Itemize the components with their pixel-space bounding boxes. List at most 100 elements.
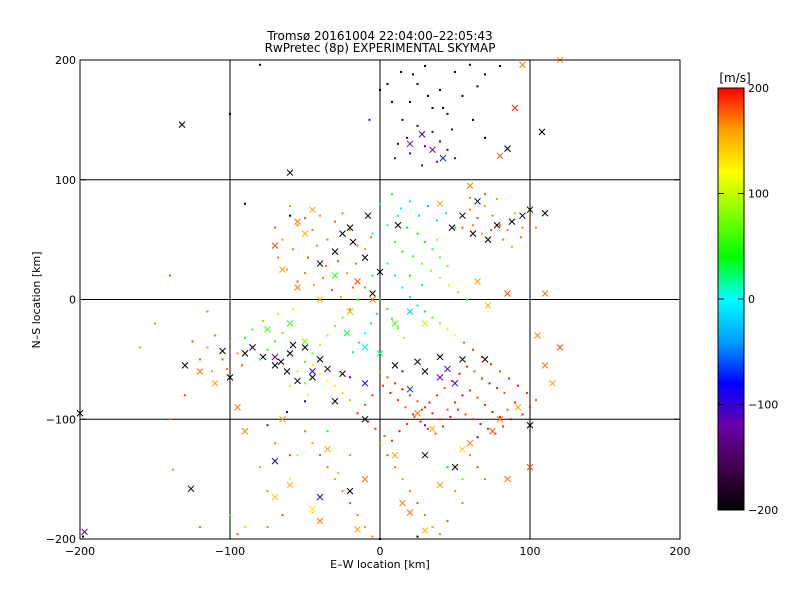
data-point-cross [316, 517, 324, 525]
data-point-dot [356, 298, 359, 301]
data-point-cross [331, 248, 339, 255]
data-point-cross [361, 379, 369, 387]
data-point-cross [484, 236, 492, 243]
data-point-dot [289, 205, 291, 208]
data-point-dot [424, 241, 426, 244]
data-point-cross [286, 481, 294, 489]
data-point-cross [309, 367, 316, 375]
data-point-dot [370, 236, 372, 239]
data-point-cross [436, 373, 444, 381]
data-point-dot [457, 291, 459, 294]
data-point-dot [496, 197, 498, 200]
data-point-dot [434, 432, 437, 435]
data-point-cross [361, 254, 369, 261]
data-point-cross [271, 457, 279, 465]
data-point-dot [398, 430, 401, 433]
data-point-cross [469, 230, 477, 237]
data-point-dot [499, 370, 501, 373]
data-point-cross [339, 370, 346, 378]
data-point-cross [504, 290, 511, 297]
data-point-dot [409, 296, 411, 299]
data-point-dot [416, 502, 419, 505]
data-point-dot [289, 454, 291, 457]
data-point-dot [499, 415, 501, 418]
data-point-cross [549, 379, 556, 387]
data-point-cross [541, 290, 549, 297]
data-point-dot [326, 379, 329, 382]
data-point-cross [459, 212, 466, 220]
data-point-cross [436, 353, 444, 361]
data-point-cross [316, 493, 324, 501]
data-point-cross [526, 463, 534, 471]
data-point-dot [334, 324, 336, 327]
data-point-cross [493, 221, 501, 229]
data-point-dot [346, 272, 348, 275]
data-point-dot [526, 391, 528, 394]
data-point-dot [461, 94, 464, 97]
data-point-dot [427, 427, 429, 430]
data-point-dot [319, 214, 321, 217]
data-point-dot [454, 401, 456, 404]
data-point-dot [316, 244, 318, 247]
data-point-dot [383, 435, 386, 438]
data-point-cross [187, 485, 195, 493]
data-point-dot [446, 466, 449, 469]
data-point-dot [304, 272, 306, 275]
data-point-cross [331, 397, 339, 405]
data-point-cross [181, 362, 189, 369]
data-point-cross [421, 320, 429, 327]
data-point-dot [451, 379, 453, 382]
data-point-dot [262, 320, 264, 323]
data-point-dot [520, 236, 522, 239]
data-point-dot [304, 430, 306, 433]
data-point-dot [454, 490, 456, 493]
data-point-dot [304, 400, 306, 403]
data-point-dot [416, 82, 419, 85]
data-point-dot [412, 255, 414, 258]
data-point-dot [424, 145, 426, 148]
data-point-dot [436, 394, 438, 397]
data-point-dot [199, 358, 201, 361]
data-point-dot [424, 64, 426, 67]
data-point-dot [514, 401, 516, 404]
data-point-cross [226, 373, 234, 381]
data-point-dot [443, 387, 446, 390]
data-point-dot [331, 288, 333, 291]
data-point-cross [343, 329, 351, 337]
data-point-dot [296, 224, 299, 227]
data-point-dot [421, 408, 423, 411]
data-point-dot [476, 466, 479, 469]
data-point-dot [244, 526, 246, 529]
data-point-dot [509, 418, 512, 421]
colorbar-tick-label: −200 [748, 504, 778, 517]
data-point-dot [356, 412, 359, 415]
data-point-dot [274, 340, 276, 343]
data-point-cross [421, 527, 429, 534]
data-point-dot [319, 454, 321, 457]
data-point-dot [206, 346, 209, 349]
data-point-dot [371, 274, 374, 277]
data-point-dot [289, 384, 291, 387]
data-point-dot [431, 248, 434, 251]
data-point-dot [349, 229, 351, 232]
data-point-cross [444, 365, 451, 373]
data-point-dot [508, 377, 510, 380]
data-point-dot [356, 514, 359, 517]
data-point-cross [526, 206, 534, 214]
data-point-dot [439, 256, 441, 259]
data-point-dot [289, 214, 291, 217]
data-point-dot [379, 202, 381, 205]
data-point-dot [391, 317, 393, 320]
data-point-dot [469, 63, 471, 66]
data-point-dot [394, 241, 396, 244]
data-point-cross [279, 415, 286, 423]
data-point-dot [466, 298, 468, 301]
data-point-dot [259, 466, 261, 469]
data-point-dot [326, 238, 329, 241]
data-point-dot [311, 511, 314, 514]
data-point-dot [286, 411, 288, 414]
data-point-dot [169, 418, 171, 421]
data-point-cross [309, 505, 316, 513]
data-point-dot [503, 391, 506, 394]
data-point-dot [529, 406, 531, 409]
